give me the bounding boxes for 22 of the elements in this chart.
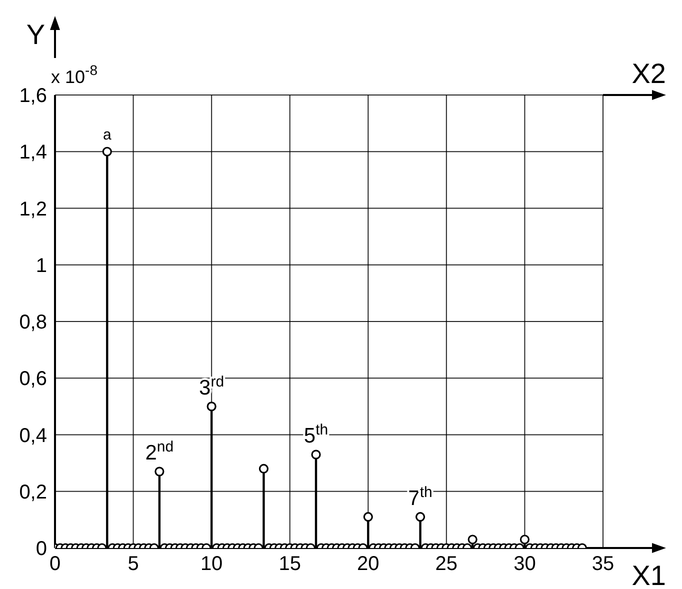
y-tick-label: 0 — [36, 538, 47, 560]
x2-axis-title: X2 — [632, 58, 666, 89]
annotation: 2$^{nd}$ — [145, 438, 174, 465]
y-tick-label: 1,6 — [19, 85, 47, 108]
y-tick-label: 1,2 — [19, 198, 47, 220]
y-tick-label: 1,4 — [19, 142, 47, 164]
y-axis-title: Y — [26, 19, 46, 50]
annotation: a — [102, 126, 112, 144]
y-tick-label: 0,8 — [19, 312, 47, 334]
x-axis-title: X1 — [632, 560, 666, 589]
x-tick-label: 10 — [200, 553, 223, 576]
y-tick-label: 0,2 — [19, 481, 47, 504]
x-tick-label: 35 — [592, 553, 614, 576]
y-tick-label: 0,4 — [19, 424, 47, 447]
x-tick-label: 25 — [435, 553, 458, 576]
text: x 10$^{-8}$ — [51, 62, 98, 87]
x-tick-label: 20 — [357, 553, 380, 576]
x-tick-label: 15 — [278, 553, 301, 576]
x-tick-label: 30 — [514, 553, 536, 576]
y-tick-label: 1 — [36, 254, 47, 277]
y-tick-label: 0,6 — [19, 368, 47, 390]
x-tick-label: 5 — [128, 553, 139, 576]
